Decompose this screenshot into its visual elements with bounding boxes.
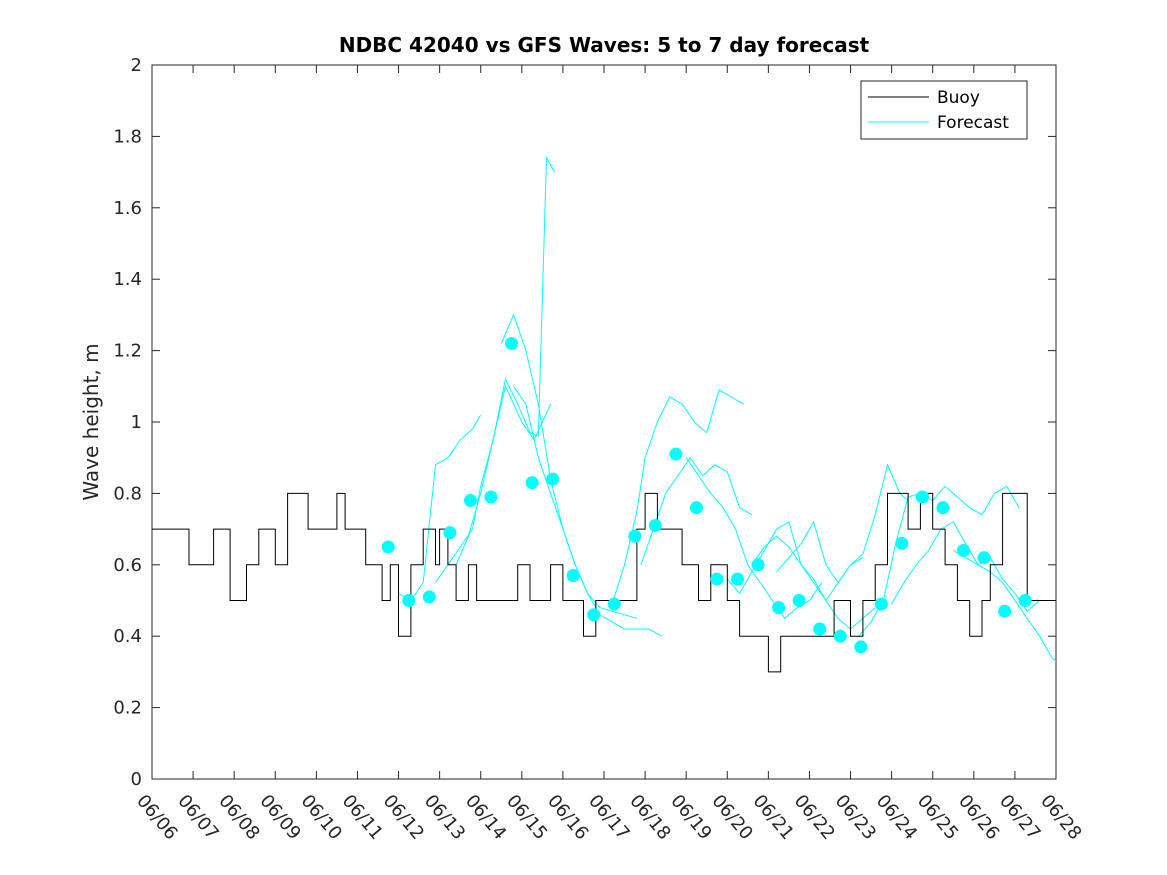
x-tick-label: 06/27 — [995, 791, 1044, 844]
x-tick-label: 06/19 — [666, 791, 715, 844]
y-tick-label: 1 — [131, 412, 142, 433]
y-axis: 0 0.2 0.4 0.6 0.8 1 1.2 1.4 1.6 1.8 2 — [113, 55, 1056, 790]
forecast-point — [854, 640, 868, 654]
x-tick-label: 06/16 — [543, 791, 592, 844]
y-axis-label: Wave height, m — [79, 343, 103, 500]
forecast-point — [525, 476, 539, 490]
y-tick-label: 1.2 — [113, 341, 142, 362]
forecast-point — [443, 526, 457, 540]
y-tick-label: 1.8 — [113, 126, 142, 147]
legend-box — [860, 80, 1028, 140]
forecast-point — [566, 569, 580, 583]
x-tick-label: 06/22 — [790, 791, 839, 844]
y-tick-label: 2 — [131, 55, 142, 76]
forecast-point — [833, 629, 847, 643]
x-tick-label: 06/08 — [214, 791, 263, 844]
plot-area — [151, 64, 1057, 780]
forecast-point — [463, 494, 477, 508]
forecast-point — [731, 572, 745, 586]
forecast-point — [1018, 594, 1032, 607]
forecast-line-11 — [776, 463, 909, 584]
forecast-point — [874, 597, 888, 611]
forecast-point — [607, 597, 621, 611]
forecast-line-7 — [640, 456, 753, 565]
legend-label-forecast: Forecast — [937, 113, 1009, 133]
x-tick-label: 06/17 — [584, 791, 633, 844]
chart-title: NDBC 42040 vs GFS Waves: 5 to 7 day fore… — [339, 33, 870, 57]
x-tick-label: 06/11 — [338, 791, 387, 844]
forecast-point — [813, 622, 827, 636]
legend-label-buoy: Buoy — [937, 88, 980, 108]
x-tick-label: 06/24 — [872, 791, 921, 844]
forecast-point — [484, 490, 498, 504]
forecast-point — [628, 529, 642, 543]
forecast-line-2 — [435, 156, 556, 583]
forecast-line-13 — [891, 521, 1056, 612]
x-tick-label: 06/25 — [913, 791, 962, 844]
x-tick-label: 06/28 — [1036, 791, 1085, 844]
x-tick-label: 06/15 — [502, 791, 551, 844]
x-tick-label: 06/06 — [132, 791, 181, 844]
forecast-line-10 — [751, 535, 876, 630]
forecast-line-14 — [953, 550, 1057, 662]
forecast-point — [895, 536, 909, 550]
forecast-point — [546, 472, 560, 486]
forecast-point — [505, 336, 519, 350]
forecast-point — [648, 519, 662, 533]
forecast-line-12 — [858, 485, 1020, 637]
forecast-line-6 — [611, 389, 744, 605]
buoy-line — [152, 492, 1056, 673]
x-tick-label: 06/13 — [420, 791, 469, 844]
y-tick-label: 0.2 — [113, 698, 142, 719]
forecast-point — [689, 501, 703, 515]
x-tick-label: 06/21 — [749, 791, 798, 844]
x-tick-label: 06/10 — [297, 791, 346, 844]
x-tick-label: 06/20 — [707, 791, 756, 844]
x-tick-label: 06/26 — [954, 791, 1003, 844]
y-tick-label: 0 — [131, 769, 142, 790]
forecast-point — [957, 544, 971, 558]
x-tick-label: 06/14 — [461, 791, 510, 844]
x-tick-label: 06/09 — [255, 791, 304, 844]
forecast-point — [998, 604, 1012, 618]
forecast-line-5 — [513, 386, 662, 637]
forecast-point — [422, 590, 436, 604]
forecast-point — [977, 551, 991, 565]
y-tick-label: 0.8 — [113, 483, 142, 504]
forecast-point — [710, 572, 724, 586]
series-layer — [152, 156, 1057, 673]
forecast-point — [936, 501, 950, 515]
y-tick-label: 1.6 — [113, 198, 142, 219]
forecast-point — [792, 594, 806, 607]
x-tick-label: 06/23 — [831, 791, 880, 844]
y-tick-label: 1.4 — [113, 269, 142, 290]
forecast-point — [669, 447, 683, 461]
legend: Buoy Forecast — [860, 80, 1028, 140]
forecast-point — [772, 601, 786, 615]
y-tick-label: 0.4 — [113, 626, 142, 647]
forecast-point — [402, 594, 416, 607]
forecast-point — [751, 558, 765, 572]
x-tick-label: 06/12 — [379, 791, 428, 844]
x-tick-label: 06/07 — [173, 791, 222, 844]
y-tick-label: 0.6 — [113, 555, 142, 576]
forecast-point — [381, 540, 395, 554]
forecast-point — [587, 608, 601, 622]
forecast-line-3 — [455, 384, 552, 565]
x-tick-label: 06/18 — [625, 791, 674, 844]
forecast-point — [915, 490, 929, 504]
